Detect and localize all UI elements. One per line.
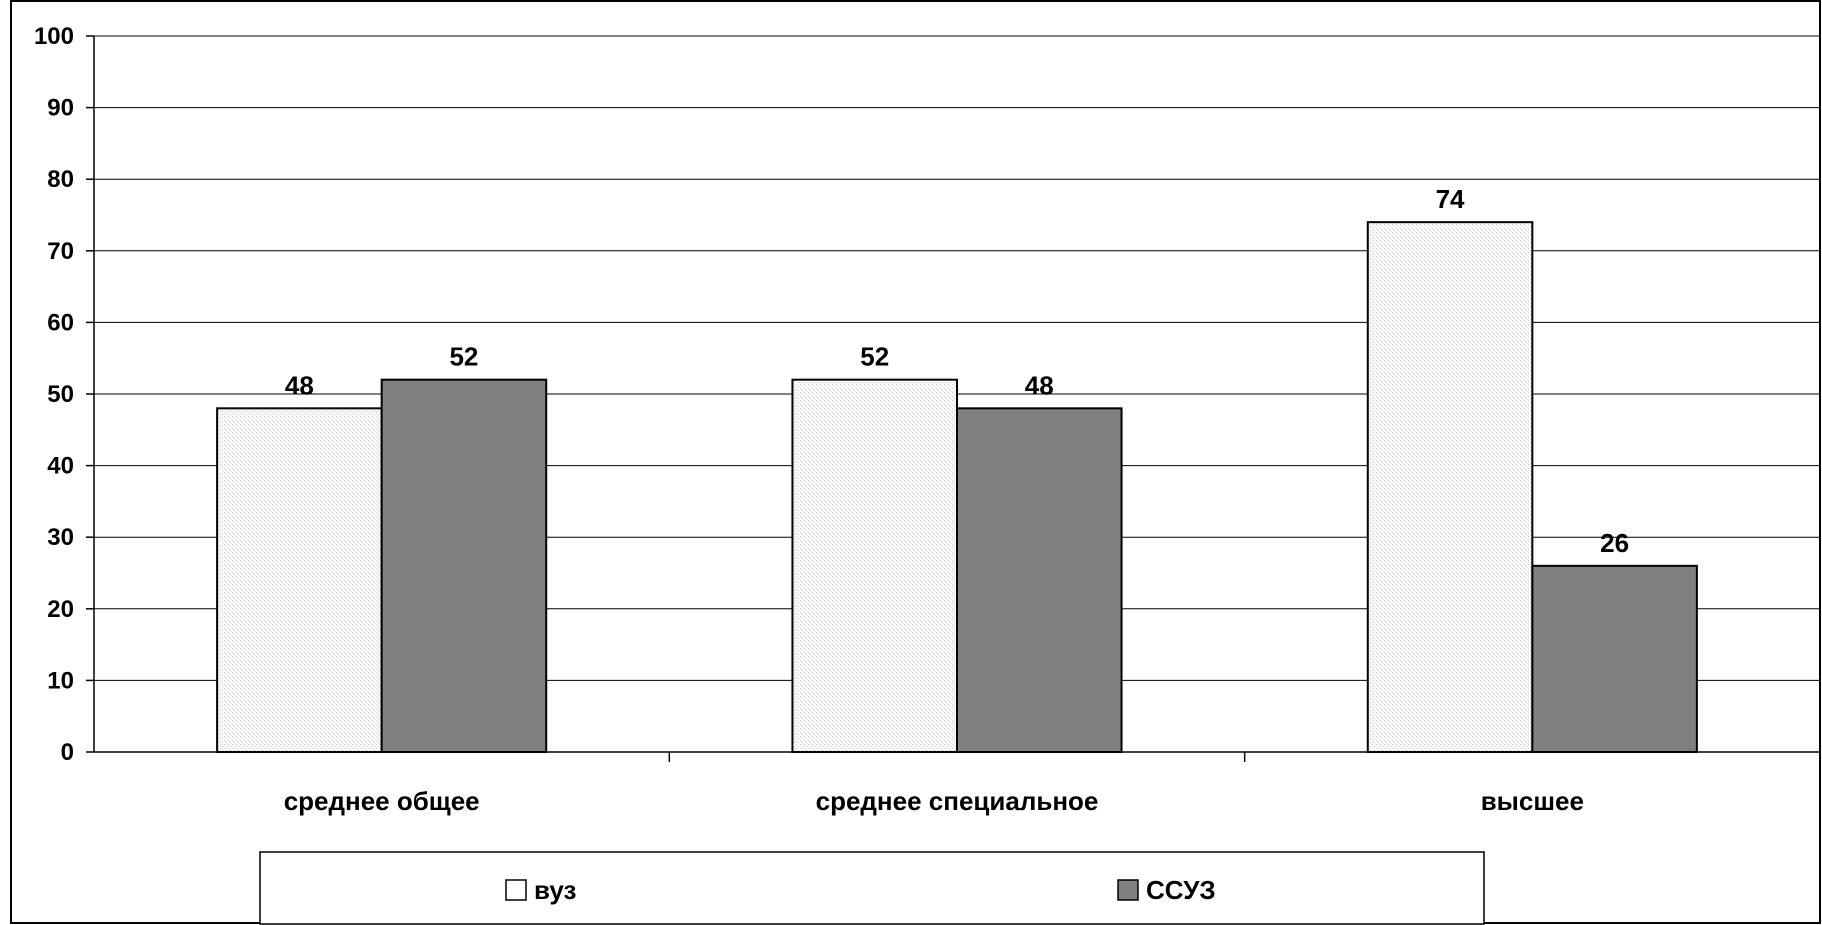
y-tick-label: 70 — [47, 238, 74, 265]
legend-box — [259, 851, 1485, 925]
y-tick-label: 10 — [47, 667, 74, 694]
legend: вуз ССУЗ — [259, 851, 1485, 925]
bar-vuz — [1366, 221, 1534, 754]
y-tick-label: 100 — [34, 23, 74, 50]
data-label: 48 — [285, 370, 314, 400]
legend-label: ССУЗ — [1146, 875, 1216, 905]
y-tick-label: 60 — [47, 309, 74, 336]
category-label: среднее общее — [284, 786, 480, 816]
data-label: 52 — [860, 342, 889, 372]
bar-ssuz — [956, 407, 1123, 753]
y-tick-label: 80 — [47, 166, 74, 193]
category-label: высшее — [1481, 786, 1584, 816]
legend-label: вуз — [534, 875, 576, 905]
y-tick-label: 50 — [47, 381, 74, 408]
data-label: 74 — [1436, 184, 1465, 214]
y-tick-label: 40 — [47, 453, 74, 480]
bar-vuz — [791, 378, 958, 753]
data-label: 52 — [449, 342, 478, 372]
category-label: среднее специальное — [816, 786, 1099, 816]
bar-ssuz — [380, 378, 548, 753]
y-tick-label: 0 — [61, 739, 74, 766]
bars — [216, 221, 1698, 754]
data-label: 48 — [1025, 370, 1054, 400]
data-labels: 48 52 52 48 74 26 — [285, 184, 1629, 558]
y-tick-label: 90 — [47, 95, 74, 122]
y-tick-label: 30 — [47, 524, 74, 551]
y-tick-label: 20 — [47, 596, 74, 623]
bar-ssuz — [1531, 564, 1698, 754]
bar-vuz — [216, 407, 383, 753]
legend-swatch — [505, 879, 527, 901]
data-label: 26 — [1600, 528, 1629, 558]
legend-swatch — [1117, 879, 1139, 901]
